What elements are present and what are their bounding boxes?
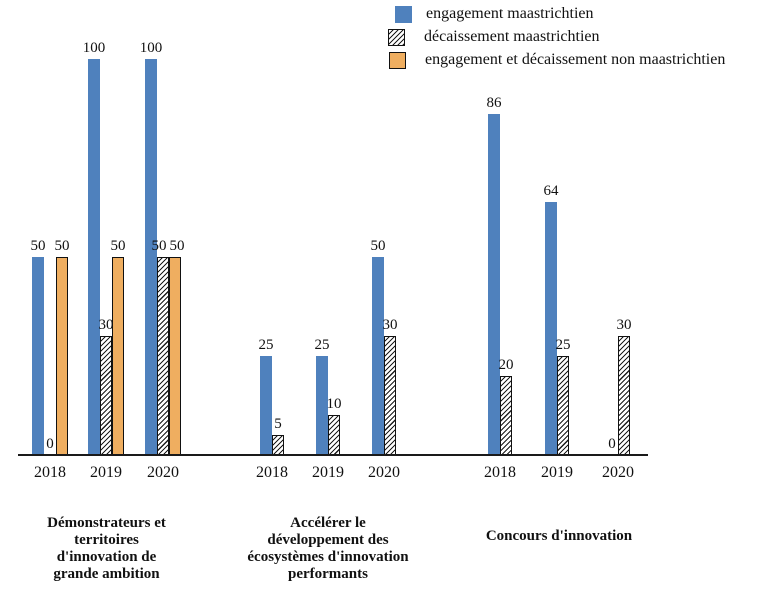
bar-decaissement-2020	[384, 336, 396, 455]
bar-non_maastrichtien-2020	[169, 257, 181, 455]
category-label-line: développement des	[267, 532, 389, 548]
category-label-line: territoires	[74, 532, 139, 548]
bar-value-label: 50	[151, 238, 167, 254]
bar-value-label: 30	[616, 317, 632, 333]
bar-value-label: 50	[54, 238, 70, 254]
legend-swatch-decaissement	[388, 28, 405, 46]
x-tick-2020: 2020	[147, 464, 179, 481]
category-label-line: grande ambition	[53, 566, 160, 582]
legend-swatch-engagement	[395, 5, 412, 23]
bar-engagement-2018	[32, 257, 44, 455]
category-label-line: Démonstrateurs et	[47, 515, 166, 531]
bar-decaissement-2020	[618, 336, 630, 455]
bar-engagement-2018	[260, 356, 272, 455]
x-tick-2018: 2018	[34, 464, 66, 481]
category-label: Démonstrateurs et territoires d'innovation…	[47, 515, 166, 583]
legend-item-non-maastrichtien: engagement et décaissement non maastrich…	[389, 51, 725, 69]
bar-value-label: 25	[314, 337, 330, 353]
bar-value-label: 100	[139, 40, 163, 56]
x-tick-2018: 2018	[256, 464, 288, 481]
bar-non_maastrichtien-2018	[56, 257, 68, 455]
legend-item-engagement: engagement maastrichtien	[395, 5, 593, 23]
x-tick-2020: 2020	[368, 464, 400, 481]
bar-value-label: 30	[382, 317, 398, 333]
legend-label-non-maastrichtien: engagement et décaissement non maastrich…	[425, 51, 726, 68]
category-label: Accélérer le développement des écosystèmes…	[247, 515, 408, 583]
bar-engagement-2019	[545, 202, 557, 455]
category-label-line: d'innovation de	[56, 549, 157, 565]
bar-value-label: 25	[555, 337, 571, 353]
legend-item-decaissement: décaissement maastrichtien	[388, 28, 599, 46]
x-tick-2019: 2019	[541, 464, 573, 481]
x-tick-2018: 2018	[484, 464, 516, 481]
legend-label-engagement: engagement maastrichtien	[426, 5, 594, 22]
bar-decaissement-2018	[272, 435, 284, 455]
category-label-line: Accélérer le	[290, 515, 366, 531]
bar-value-label: 86	[486, 95, 502, 111]
category-label-line: performants	[288, 566, 368, 582]
x-tick-2019: 2019	[312, 464, 344, 481]
bar-value-label: 30	[98, 317, 114, 333]
bar-engagement-2020	[145, 59, 157, 455]
bar-value-label: 0	[608, 436, 616, 452]
bar-value-label: 0	[46, 436, 54, 452]
x-tick-2019: 2019	[90, 464, 122, 481]
bar-decaissement-2020	[157, 257, 169, 455]
legend-label-decaissement: décaissement maastrichtien	[424, 28, 600, 45]
bar-value-label: 50	[370, 238, 386, 254]
bar-non_maastrichtien-2019	[112, 257, 124, 455]
bar-engagement-2018	[488, 114, 500, 455]
bar-value-label: 50	[30, 238, 46, 254]
bar-value-label: 50	[169, 238, 185, 254]
bar-value-label: 25	[258, 337, 274, 353]
bar-decaissement-2019	[100, 336, 112, 455]
bar-value-label: 64	[543, 183, 559, 199]
bar-engagement-2020	[372, 257, 384, 455]
bar-engagement-2019	[88, 59, 100, 455]
bar-value-label: 100	[82, 40, 106, 56]
bar-value-label: 50	[110, 238, 126, 254]
bar-decaissement-2019	[328, 415, 340, 455]
x-tick-2020: 2020	[602, 464, 634, 481]
x-axis-line	[18, 454, 648, 456]
bar-decaissement-2018	[500, 376, 512, 455]
bar-engagement-2019	[316, 356, 328, 455]
legend-swatch-non-maastrichtien	[389, 51, 406, 69]
category-label-line: écosystèmes d'innovation	[247, 549, 409, 565]
bar-value-label: 10	[326, 396, 342, 412]
category-label: Concours d'innovation	[486, 528, 632, 545]
category-label-line: Concours d'innovation	[485, 528, 633, 544]
bar-decaissement-2019	[557, 356, 569, 455]
bar-value-label: 5	[274, 416, 282, 432]
bar-value-label: 20	[498, 357, 514, 373]
